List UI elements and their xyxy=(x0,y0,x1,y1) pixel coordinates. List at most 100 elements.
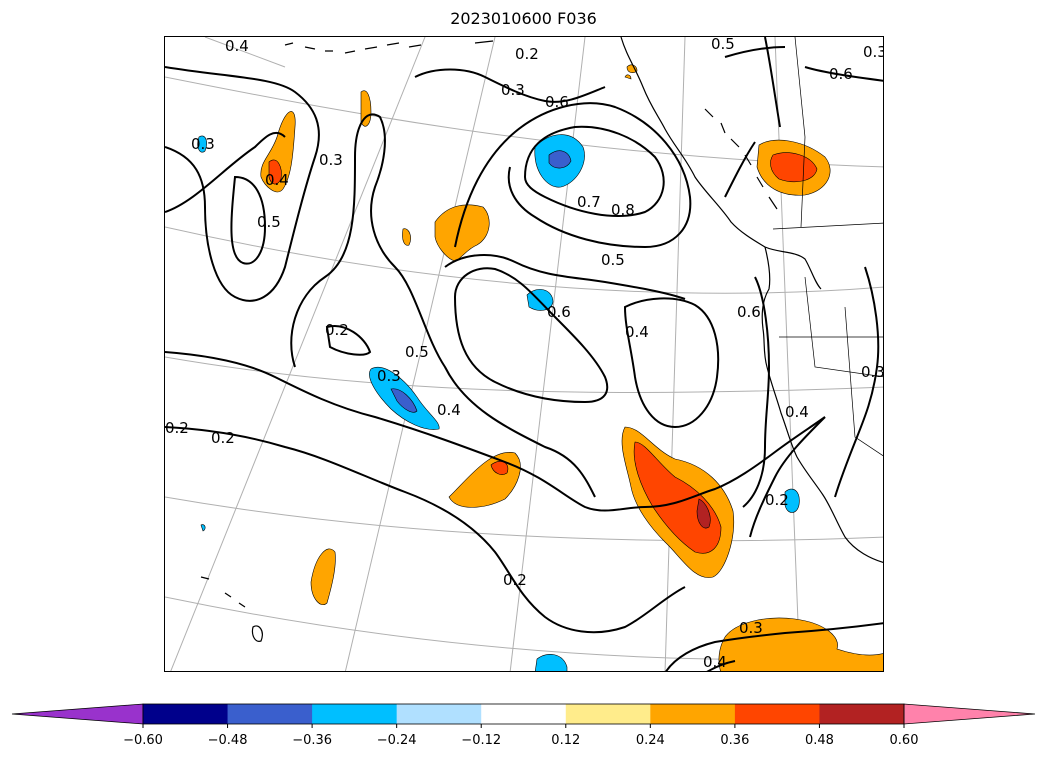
negative-anomaly xyxy=(390,388,418,413)
island-chain xyxy=(704,108,778,210)
colorbar-swatch xyxy=(481,704,567,724)
contour-label: 0.3 xyxy=(319,151,343,169)
positive-anomaly xyxy=(310,548,336,605)
colorbar-swatch xyxy=(312,704,398,724)
positive-anomaly xyxy=(402,228,411,246)
contour-line xyxy=(453,267,609,404)
colorbar-swatch xyxy=(819,704,905,724)
contour-line xyxy=(523,125,665,218)
negative-anomaly xyxy=(200,524,206,532)
contour-label: 0.8 xyxy=(611,201,635,219)
positive-anomaly xyxy=(268,159,282,185)
contour-line xyxy=(165,426,686,634)
colorbar-swatch xyxy=(565,704,651,724)
colorbar-tick-label: −0.60 xyxy=(123,733,163,748)
colorbar-swatch xyxy=(734,704,820,724)
contour-label: 0.6 xyxy=(737,303,761,321)
contour-line xyxy=(414,68,606,103)
colorbar-swatch xyxy=(227,704,313,724)
colorbar-tick-label: −0.24 xyxy=(377,733,417,748)
contour-line xyxy=(834,266,880,498)
colorbar-swatch xyxy=(143,704,229,724)
contour-label: 0.2 xyxy=(503,571,527,589)
state-border xyxy=(804,276,883,378)
colorbar-tick-label: −0.36 xyxy=(292,733,332,748)
contour-label: 0.2 xyxy=(515,45,539,63)
contour-label: 0.5 xyxy=(711,37,735,53)
positive-anomaly xyxy=(626,64,638,73)
contour-line xyxy=(165,66,320,302)
contour-label: 0.5 xyxy=(601,251,625,269)
colorbar-tick-label: −0.12 xyxy=(461,733,501,748)
contour-line xyxy=(623,297,720,429)
contour-label: 0.4 xyxy=(265,171,289,189)
contour-line xyxy=(665,622,883,671)
colorbar-tick-label: 0.36 xyxy=(720,733,749,748)
negative-anomaly xyxy=(784,488,800,513)
colorbar-tick-label: 0.48 xyxy=(805,733,834,748)
state-border xyxy=(794,37,806,228)
negative-anomaly xyxy=(548,150,572,169)
contour-line xyxy=(165,131,286,213)
contour-label: 0.4 xyxy=(225,37,249,55)
contour-label: 0.6 xyxy=(545,93,569,111)
aleutian-islands xyxy=(284,40,494,54)
contour-label: 0.3 xyxy=(191,135,215,153)
longitude-line xyxy=(344,37,496,671)
contour-lines xyxy=(165,37,883,671)
longitude-line xyxy=(664,37,686,671)
colorbar-swatch xyxy=(396,704,482,724)
contour-label: 0.5 xyxy=(405,343,429,361)
latitude-line xyxy=(165,496,883,542)
colorbar: −0.60 −0.48 −0.36 −0.24 −0.12 0.12 0.24 0.36 0.4… xyxy=(11,703,1036,748)
positive-anomaly xyxy=(448,452,521,508)
contour-label: 0.2 xyxy=(165,419,189,437)
latitude-line xyxy=(165,356,883,394)
contour-line xyxy=(804,66,883,82)
negative-anomaly xyxy=(197,135,207,153)
contour-label: 0.3 xyxy=(739,619,763,637)
contour-line xyxy=(325,325,372,356)
contour-label: 0.2 xyxy=(211,429,235,447)
contour-line xyxy=(724,37,781,198)
contour-line xyxy=(230,175,267,265)
contour-label: 0.6 xyxy=(829,65,853,83)
colorbar-outline xyxy=(142,703,905,725)
contour-label: 0.5 xyxy=(257,213,281,231)
contour-label: 0.7 xyxy=(577,193,601,211)
contour-label: 0.2 xyxy=(765,491,789,509)
contour-line xyxy=(165,351,826,512)
contour-line xyxy=(742,276,771,508)
positive-anomaly xyxy=(360,90,372,127)
contour-label: 0.2 xyxy=(325,321,349,339)
contour-label: 0.4 xyxy=(437,401,461,419)
positive-anomaly xyxy=(696,498,711,529)
colorbar-swatch xyxy=(650,704,736,724)
alaska-coast xyxy=(620,37,822,290)
colorbar-tick-label: 0.60 xyxy=(890,733,919,748)
longitude-line xyxy=(204,37,286,68)
negative-anomaly xyxy=(534,654,568,671)
contour-labels: 0.4 0.2 0.3 0.6 0.5 0.3 0.4 0.5 0.3 0.3 … xyxy=(165,37,884,671)
bc-coast xyxy=(761,246,883,563)
colorbar-tick-label: 0.12 xyxy=(551,733,580,748)
contour-label: 0.4 xyxy=(703,653,727,671)
hawaii-islands xyxy=(200,576,263,642)
latitude-line xyxy=(165,226,883,294)
colorbar-swatches xyxy=(11,703,1036,725)
colorbar-ticks: −0.60 −0.48 −0.36 −0.24 −0.12 0.12 0.24 0.36 0.4… xyxy=(123,724,918,748)
longitude-line xyxy=(774,37,801,671)
positive-anomaly xyxy=(624,74,632,80)
contour-label: 0.4 xyxy=(785,403,809,421)
contour-line xyxy=(290,113,596,498)
contour-label: 0.4 xyxy=(625,323,649,341)
contour-label: 0.3 xyxy=(377,367,401,385)
state-border xyxy=(844,306,883,457)
longitude-line xyxy=(170,37,426,671)
positive-anomaly xyxy=(490,461,509,475)
contour-label: 0.3 xyxy=(861,363,884,381)
contour-line xyxy=(444,254,686,300)
map-canvas: 0.4 0.2 0.3 0.6 0.5 0.3 0.4 0.5 0.3 0.3 … xyxy=(165,37,884,671)
contour-label: 0.3 xyxy=(501,81,525,99)
canada-us-border xyxy=(772,222,883,230)
